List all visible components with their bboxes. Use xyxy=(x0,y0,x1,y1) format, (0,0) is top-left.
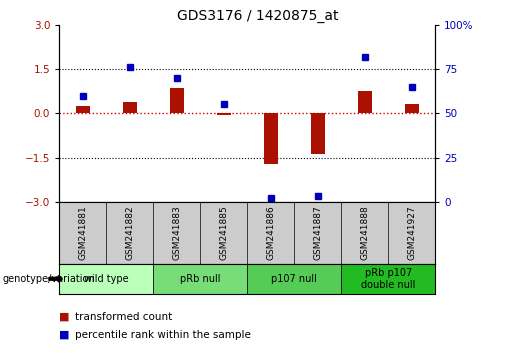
Text: GSM241882: GSM241882 xyxy=(125,205,134,260)
Bar xyxy=(341,264,435,294)
Text: GSM241887: GSM241887 xyxy=(313,205,322,260)
Bar xyxy=(153,264,247,294)
Text: transformed count: transformed count xyxy=(75,312,172,322)
Bar xyxy=(247,264,341,294)
Text: GSM241927: GSM241927 xyxy=(407,205,416,260)
Text: GSM241881: GSM241881 xyxy=(78,205,87,260)
Text: wild type: wild type xyxy=(84,274,129,284)
Text: GSM241883: GSM241883 xyxy=(172,205,181,260)
Text: p107 null: p107 null xyxy=(271,274,317,284)
Bar xyxy=(405,104,419,113)
Text: genotype/variation: genotype/variation xyxy=(3,274,95,284)
Text: pRb p107
double null: pRb p107 double null xyxy=(361,268,416,290)
Bar xyxy=(217,113,231,115)
Text: ■: ■ xyxy=(59,330,70,339)
Text: GSM241886: GSM241886 xyxy=(266,205,275,260)
Text: GDS3176 / 1420875_at: GDS3176 / 1420875_at xyxy=(177,9,338,23)
Bar xyxy=(311,113,325,154)
Text: GSM241888: GSM241888 xyxy=(360,205,369,260)
Bar xyxy=(123,102,137,113)
Bar xyxy=(76,106,90,113)
Bar xyxy=(357,91,372,113)
Bar xyxy=(169,88,184,113)
Text: ■: ■ xyxy=(59,312,70,322)
Bar xyxy=(59,264,153,294)
Text: percentile rank within the sample: percentile rank within the sample xyxy=(75,330,251,339)
Text: pRb null: pRb null xyxy=(180,274,220,284)
Text: GSM241885: GSM241885 xyxy=(219,205,228,260)
Bar xyxy=(264,113,278,164)
